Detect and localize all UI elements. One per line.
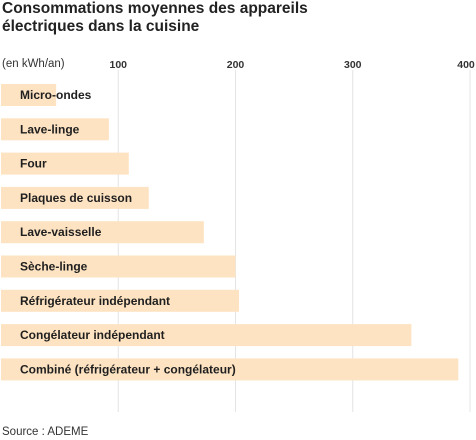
category-label-7: Réfrigérateur indépendant (20, 294, 170, 308)
category-label-6: Sèche-linge (20, 260, 88, 274)
bar-3 (1, 152, 129, 175)
bar-1 (1, 84, 57, 106)
chart-title: Consommations moyennes des appareils éle… (2, 0, 472, 36)
category-label-2: Lave-linge (20, 122, 80, 136)
bar-5 (1, 221, 204, 244)
tick-label-200: 200 (227, 59, 245, 71)
tick-label-100: 100 (109, 59, 127, 71)
category-label-layer: Micro-ondes Lave-linge Four Plaques de cuis… (20, 88, 236, 376)
tick-label-300: 300 (344, 59, 362, 71)
source-note: Source : ADEME (2, 426, 89, 438)
bar-8 (1, 324, 412, 347)
chart-title-line-1: Consommations moyennes des appareils (2, 0, 308, 17)
bar-6 (1, 255, 236, 278)
category-label-3: Four (20, 157, 47, 171)
tick-label-layer: 100 200 300 400 (109, 59, 474, 71)
bar-9 (1, 358, 459, 381)
chart-title-line-2: électriques dans la cuisine (2, 18, 200, 35)
category-label-4: Plaques de cuisson (20, 191, 132, 205)
category-label-8: Congélateur indépendant (20, 328, 165, 342)
category-label-9: Combiné (réfrigérateur + congélateur) (20, 362, 236, 376)
tick-label-400: 400 (457, 59, 475, 71)
bar-4 (1, 186, 149, 209)
unit-label: (en kWh/an) (2, 58, 65, 70)
bar-2 (1, 118, 109, 141)
category-label-5: Lave-vaisselle (20, 225, 102, 239)
bar-7 (1, 289, 240, 312)
bar-layer (1, 84, 459, 381)
category-label-1: Micro-ondes (20, 88, 92, 102)
